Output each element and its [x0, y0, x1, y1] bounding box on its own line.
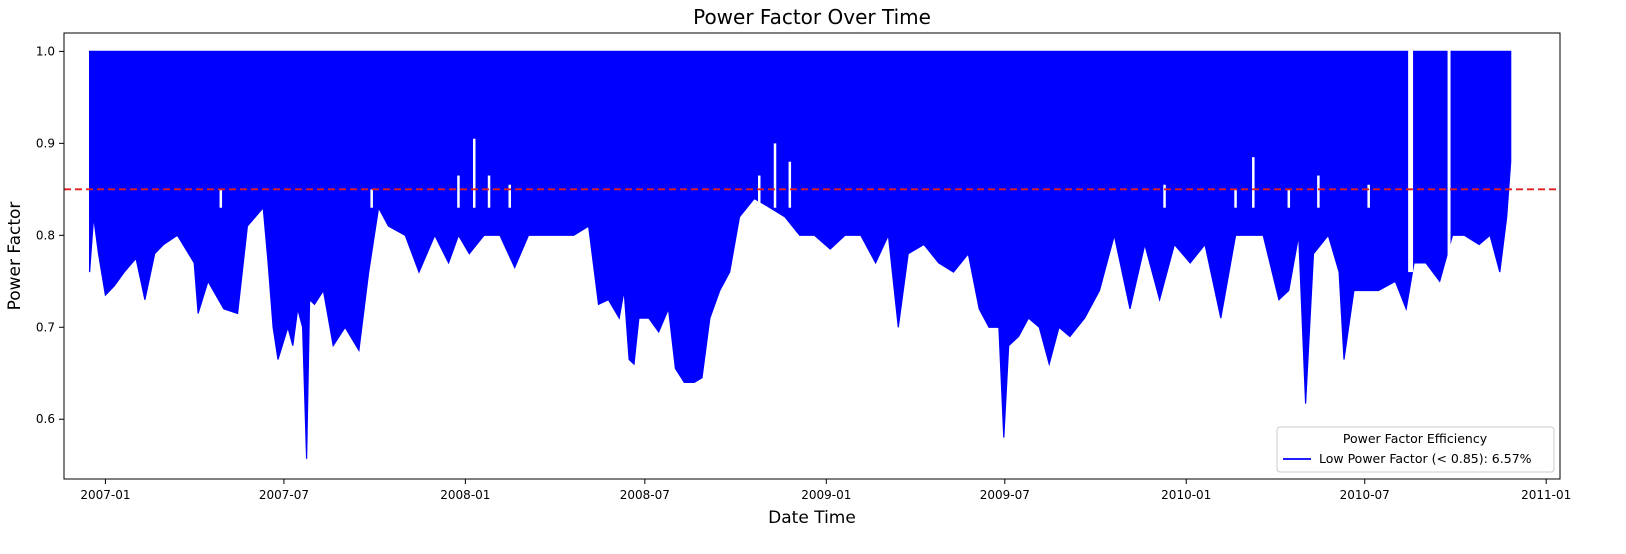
x-tick-label: 2010-01 [1161, 488, 1211, 502]
x-tick-label: 2008-01 [440, 488, 490, 502]
y-tick-label: 1.0 [36, 44, 55, 58]
x-tick-label: 2010-07 [1340, 488, 1390, 502]
series-band-power-factor [89, 50, 1512, 459]
legend-entry-low-power-factor: Low Power Factor (< 0.85): 6.57% [1319, 451, 1532, 466]
series-gap-0 [1408, 50, 1414, 273]
legend-box [1276, 426, 1555, 473]
axes-frame [63, 32, 1561, 480]
x-tick-label: 2007-01 [80, 488, 130, 502]
x-tick-label: 2011-01 [1521, 488, 1571, 502]
y-axis-label: Power Factor [5, 202, 25, 311]
x-axis-label: Date Time [768, 508, 856, 528]
series-gap-1 [1447, 50, 1451, 273]
legend-title: Power Factor Efficiency [1343, 431, 1488, 446]
y-tick-label: 0.9 [36, 136, 55, 150]
axes-ticks: 0.6 0.7 0.8 0.9 1.0 2007-01 2007-07 2008-01 2008… [36, 32, 1571, 502]
plot-area [64, 50, 1560, 459]
y-tick-label: 0.6 [36, 412, 55, 426]
chart-title: Power Factor Over Time [693, 5, 931, 29]
x-tick-label: 2009-07 [980, 488, 1030, 502]
x-tick-label: 2007-07 [259, 488, 309, 502]
y-tick-label: 0.7 [36, 320, 55, 334]
legend: Power Factor Efficiency Low Power Factor… [1276, 426, 1555, 473]
x-tick-label: 2008-07 [620, 488, 670, 502]
x-tick-label: 2009-01 [801, 488, 851, 502]
y-tick-label: 0.8 [36, 228, 55, 242]
